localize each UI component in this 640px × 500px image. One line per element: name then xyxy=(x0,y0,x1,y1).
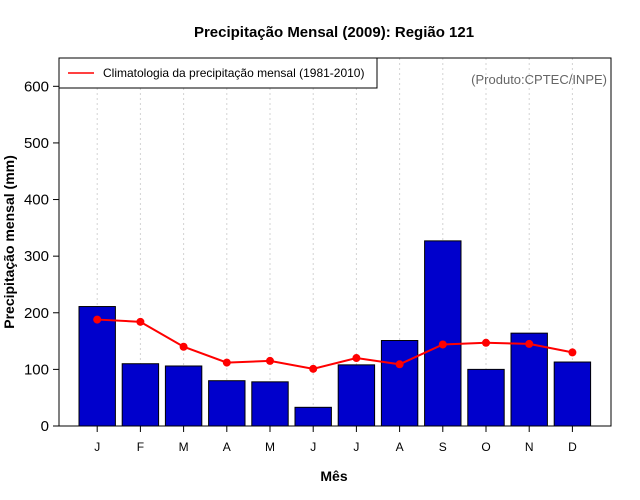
y-tick-label-400: 400 xyxy=(24,192,49,209)
bar-series xyxy=(78,240,592,427)
legend-box xyxy=(58,57,378,89)
y-tick-label-200: 200 xyxy=(24,305,49,322)
y-tick-label-500: 500 xyxy=(24,135,49,152)
x-tick-label-1: J xyxy=(94,440,100,454)
y-axis: 0 100 200 300 400 500 600 xyxy=(24,78,60,435)
y-axis-label: Precipitação mensal (mm) xyxy=(1,155,17,329)
bar-a-8 xyxy=(380,340,419,427)
y-tick-label-600: 600 xyxy=(24,78,49,95)
bar-d-12 xyxy=(553,361,592,427)
bar-o-10 xyxy=(467,368,505,427)
bar-f-2 xyxy=(121,363,160,427)
climatology-point-3 xyxy=(179,342,188,351)
climatology-line xyxy=(97,318,573,370)
y-tick-label-100: 100 xyxy=(24,361,49,378)
x-tick-label-11: N xyxy=(525,440,534,454)
y-tick-label-0: 0 xyxy=(41,418,49,435)
bar-j-6 xyxy=(294,406,332,427)
bar-s-9 xyxy=(424,240,462,427)
bar-j-1 xyxy=(78,306,116,427)
bar-m-5 xyxy=(251,381,289,427)
x-tick-label-7: J xyxy=(353,440,359,454)
bar-m-3 xyxy=(164,365,203,427)
climatology-point-5 xyxy=(266,356,274,365)
climatology-point-12 xyxy=(568,348,577,357)
climatology-point-2 xyxy=(136,317,145,326)
chart-title: Precipitação Mensal (2009): Região 121 xyxy=(194,24,474,41)
x-tick-label-9: S xyxy=(439,440,447,454)
legend-entry-climatology: Climatologia da precipitação mensal (198… xyxy=(103,66,364,80)
x-tick-label-4: A xyxy=(223,440,231,454)
x-tick-label-8: A xyxy=(396,440,404,454)
bar-j-7 xyxy=(337,364,376,427)
x-axis-label: Mês xyxy=(320,468,347,484)
bar-n-11 xyxy=(510,332,548,427)
x-tick-label-3: M xyxy=(179,440,189,454)
x-tick-label-5: M xyxy=(265,440,275,454)
x-tick-label-12: D xyxy=(568,440,577,454)
climatology-point-10 xyxy=(482,338,490,347)
x-tick-label-10: O xyxy=(481,440,490,454)
climatology-point-4 xyxy=(222,358,231,367)
climatology-point-7 xyxy=(352,354,361,363)
climatology-point-8 xyxy=(395,360,404,369)
y-tick-label-300: 300 xyxy=(24,248,49,265)
climatology-point-6 xyxy=(309,364,318,373)
climatology-point-1 xyxy=(93,315,102,324)
source-credit: (Produto:CPTEC/INPE) xyxy=(471,72,607,87)
legend: Climatologia da precipitação mensal (198… xyxy=(58,57,378,89)
climatology-series xyxy=(93,315,577,373)
climatology-point-9 xyxy=(438,340,447,349)
x-tick-label-6: J xyxy=(310,440,316,454)
x-tick-label-2: F xyxy=(137,440,144,454)
bar-a-4 xyxy=(208,380,246,427)
climatology-point-11 xyxy=(525,339,534,348)
